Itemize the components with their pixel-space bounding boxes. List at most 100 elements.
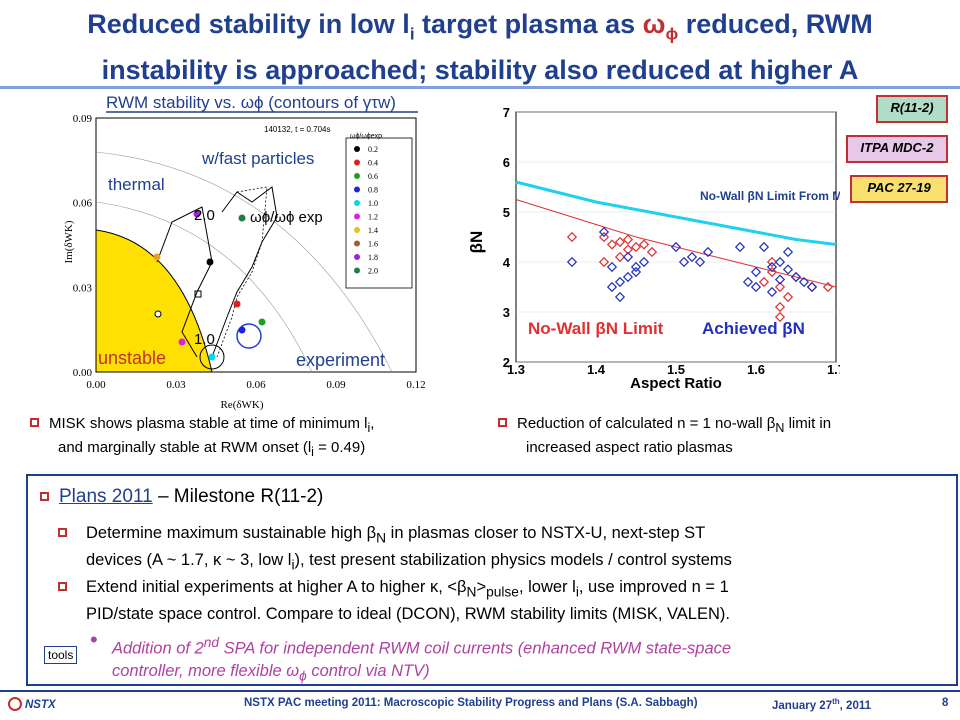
legend-marker (354, 213, 360, 220)
menard-annotation: No-Wall βN Limit From Menard, 2004 (700, 189, 840, 203)
x-tick-label: 0.09 (326, 379, 346, 391)
data-point (630, 261, 642, 273)
misk-stability-chart: RWM stability vs. ωϕ (contours of γτw) ω… (63, 93, 426, 411)
x-tick-label: 0.00 (86, 379, 106, 391)
legend-marker (354, 227, 360, 233)
data-point (606, 281, 618, 293)
experiment-circle-1 (199, 344, 225, 370)
plans-bullet-3: • Addition of 2nd SPA for independent RW… (90, 627, 732, 683)
y-tick-label: 4 (503, 255, 511, 270)
right-bullet: Reduction of calculated n = 1 no-wall βN… (498, 414, 938, 457)
label-1-0: 1.0 (194, 331, 215, 348)
square-bullet-icon (30, 418, 39, 427)
footer-logo: NSTX (8, 697, 56, 711)
legend-nowall: No-Wall βN Limit (528, 319, 664, 338)
series-line (515, 199, 837, 288)
point-0-2 (206, 258, 214, 266)
data-point (670, 241, 682, 253)
data-point (774, 301, 786, 313)
point-0-4 (233, 300, 241, 308)
y-tick-label: 0.09 (73, 113, 93, 125)
y-tick-label: 0.06 (73, 198, 93, 210)
data-point (638, 239, 650, 250)
data-point (782, 246, 794, 258)
data-point (742, 276, 754, 288)
square-bullet-icon (40, 492, 49, 501)
data-point (606, 261, 618, 273)
x-tick-label: 0.06 (246, 379, 266, 391)
thermal-trajectory (211, 186, 278, 358)
data-point (622, 251, 634, 263)
plans-link: Plans 2011 (59, 486, 153, 507)
y-tick-label: 0.03 (73, 282, 93, 294)
title-divider (0, 86, 960, 89)
data-point (758, 276, 770, 288)
aspect-y-ticks: 2 3 4 5 6 7 (503, 105, 511, 370)
data-point (694, 256, 706, 268)
label-fast-particles: w/fast particles (201, 149, 314, 168)
data-point (598, 256, 610, 268)
plans-bullet-1: Determine maximum sustainable high βN in… (58, 522, 948, 577)
aspect-points (566, 226, 834, 323)
y-tick-label: 2 (503, 355, 510, 370)
legend-label: 1.4 (368, 226, 378, 235)
x-tick-label: 1.5 (667, 362, 685, 377)
misk-ylabel: Im(δWK) (63, 220, 75, 263)
data-point (750, 281, 762, 293)
data-point (758, 241, 770, 253)
data-point (566, 256, 578, 268)
aspect-grid (516, 111, 836, 363)
series-line (515, 180, 837, 246)
experiment-circle-2 (236, 323, 262, 349)
y-tick-label: 3 (503, 305, 510, 320)
point-2-0 (238, 214, 246, 222)
data-point (750, 266, 762, 278)
data-point (822, 281, 834, 293)
legend-marker (354, 146, 360, 152)
contour-outer (95, 151, 393, 373)
y-tick-label: 5 (503, 205, 510, 220)
label-thermal: thermal (108, 175, 165, 194)
data-point (606, 239, 618, 250)
page-number: 8 (942, 697, 949, 709)
aspect-lines (515, 180, 837, 288)
data-point (774, 311, 786, 323)
point-0-6 (258, 318, 266, 326)
plans-box: Plans 2011 – Milestone R(11-2) Determine… (26, 474, 958, 686)
legend-marker (354, 200, 360, 206)
aspect-ratio-chart: 1.3 1.4 1.5 1.6 1.7 2 3 4 5 6 7 No-Wall βN Limit … (470, 105, 840, 392)
point-1-2 (178, 338, 186, 346)
data-point (774, 281, 786, 293)
y-tick-label: 6 (503, 155, 510, 170)
data-point (686, 251, 698, 263)
x-tick-label: 0.03 (166, 379, 186, 391)
legend-marker (354, 186, 360, 193)
x-tick-label: 1.7 (827, 362, 840, 377)
legend-label: 1.0 (368, 199, 378, 208)
data-point (806, 281, 818, 293)
right-bullet-line-1: Reduction of calculated n = 1 no-wall βN… (498, 414, 938, 438)
point-1-8 (193, 210, 201, 218)
legend-label: 0.2 (368, 145, 378, 154)
contour-mid (95, 201, 313, 373)
aspect-xlabel: Aspect Ratio (630, 375, 722, 392)
dot-bullet-icon: • (90, 627, 98, 652)
tools-button[interactable]: tools (44, 646, 78, 664)
title-line-1: Reduced stability in low li target plasm… (87, 9, 873, 44)
misk-xlabel: Re(δWK) (220, 399, 263, 411)
square-bullet-icon (58, 528, 67, 537)
data-point (598, 226, 610, 238)
data-point (630, 241, 642, 253)
legend-label: 1.8 (368, 253, 378, 262)
legend-marker (354, 267, 360, 274)
data-point (622, 244, 634, 255)
data-point (766, 286, 778, 298)
point-open (154, 310, 162, 318)
data-point (782, 264, 794, 275)
slide-title: Reduced stability in low li target plasm… (0, 6, 960, 88)
legend-label: 0.6 (368, 172, 378, 181)
legend-label: 0.4 (368, 159, 378, 168)
square-bullet-icon (58, 582, 67, 591)
legend-label: 0.8 (368, 186, 378, 195)
data-point (566, 231, 578, 243)
